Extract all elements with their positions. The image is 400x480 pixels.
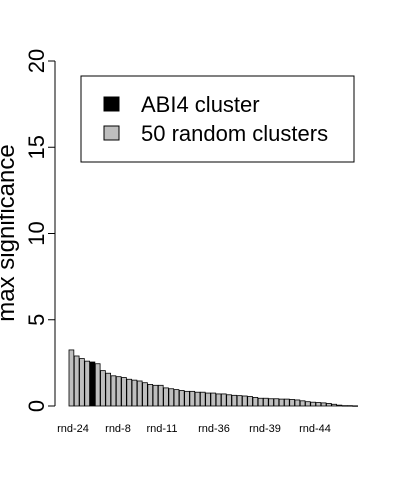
bar — [336, 404, 343, 407]
bar — [341, 405, 348, 407]
x-category-label: rnd-39 — [249, 423, 281, 435]
bar — [241, 395, 248, 407]
bar — [205, 392, 211, 407]
bar — [231, 394, 238, 407]
legend-swatch-abi4 — [103, 96, 120, 112]
bar — [121, 377, 127, 407]
bar — [184, 390, 190, 407]
bar — [273, 398, 280, 407]
bar — [126, 378, 133, 407]
bar — [110, 375, 117, 407]
bar — [257, 397, 264, 407]
bar — [168, 388, 175, 407]
bar — [142, 382, 148, 407]
bar-abi4 — [89, 361, 96, 407]
bar — [284, 398, 290, 407]
x-category-labels: rnd-24 rnd-8 rnd-11 rnd-36 rnd-39 rnd-44 — [57, 423, 331, 435]
bar — [105, 372, 112, 407]
bar — [299, 400, 306, 407]
legend: ABI4 cluster 50 random clusters — [80, 75, 355, 163]
bar — [252, 396, 259, 407]
bar — [84, 360, 90, 407]
bar — [199, 391, 206, 407]
x-category-label: rnd-24 — [57, 423, 89, 435]
bar — [226, 394, 232, 407]
bar — [236, 395, 243, 407]
bar — [278, 398, 285, 407]
y-tick-label: 10 — [24, 221, 49, 245]
y-tick-label: 0 — [24, 400, 49, 412]
bar — [220, 393, 227, 407]
bar — [326, 403, 332, 407]
bar — [289, 399, 295, 407]
y-axis: 0 5 10 15 20 — [24, 49, 56, 412]
y-axis-label: max significance — [0, 144, 20, 321]
x-category-label: rnd-11 — [147, 423, 178, 435]
bar — [215, 393, 222, 407]
bar — [294, 399, 301, 407]
bar — [163, 387, 169, 407]
x-category-label: rnd-44 — [299, 423, 331, 435]
y-tick-label: 20 — [24, 49, 49, 73]
bar — [310, 401, 316, 407]
bar — [210, 392, 217, 407]
bar — [152, 384, 159, 407]
bar — [100, 370, 106, 407]
x-category-label: rnd-8 — [105, 423, 131, 435]
bar — [115, 376, 122, 407]
bar — [305, 401, 311, 407]
bar — [147, 384, 154, 407]
bar — [173, 389, 180, 407]
bar — [131, 379, 138, 407]
y-tick-label: 15 — [24, 135, 49, 159]
bar — [320, 402, 327, 407]
legend-box — [80, 75, 355, 163]
bar — [79, 358, 85, 407]
bar — [268, 398, 274, 407]
bar — [347, 405, 353, 407]
x-category-label: rnd-36 — [198, 423, 230, 435]
bar — [73, 355, 80, 407]
bar — [331, 403, 337, 407]
bar — [189, 390, 196, 407]
y-tick-label: 5 — [24, 314, 49, 326]
legend-swatch-random — [103, 125, 120, 141]
bar — [247, 396, 253, 407]
bars-group — [68, 349, 358, 407]
bar — [352, 405, 358, 407]
bar — [94, 363, 101, 407]
bar — [194, 391, 201, 407]
bar — [178, 390, 185, 407]
bar — [136, 380, 143, 407]
legend-label-abi4: ABI4 cluster — [141, 92, 260, 117]
bar — [315, 402, 322, 407]
bar — [157, 384, 164, 407]
bar — [263, 397, 269, 407]
bar — [68, 349, 75, 407]
legend-label-random: 50 random clusters — [141, 121, 328, 146]
